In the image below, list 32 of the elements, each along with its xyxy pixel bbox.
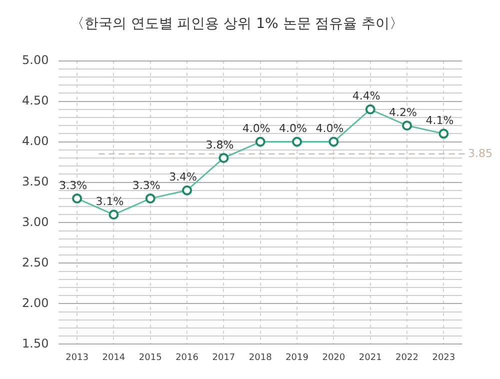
data-label: 3.8% [206,138,234,152]
x-tick-label: 2014 [102,352,126,363]
chart-title: 〈한국의 연도별 피인용 상위 1% 논문 점유율 추이〉 [70,16,404,32]
data-label: 3.1% [96,195,124,208]
data-label: 4.4% [352,90,380,103]
x-tick-label: 2020 [322,352,346,363]
y-tick-label: 3.00 [22,214,49,229]
y-tick-label: 3.50 [22,174,49,188]
x-tick-label: 2015 [138,352,162,363]
data-label: 3.3% [59,178,88,192]
x-tick-label: 2022 [396,352,418,363]
y-tick-label: 4.50 [22,93,49,108]
data-label: 4.0% [242,122,270,136]
y-tick-label: 1.50 [22,336,49,350]
x-tick-label: 2021 [358,352,382,363]
data-label: 4.1% [426,114,454,128]
x-tick-label: 2018 [248,352,272,363]
data-label: 4.0% [279,122,307,136]
x-tick-label: 2016 [176,352,199,363]
data-label: 4.2% [389,106,417,119]
y-tick-label: 2.50 [22,255,49,270]
x-tick-label: 2023 [432,352,456,363]
y-tick-label: 5.00 [22,52,49,67]
data-label: 4.0% [316,122,344,136]
ref-line-label: 3.85 [468,146,492,160]
x-tick-label: 2019 [286,352,309,363]
y-tick-label: 2.00 [22,296,49,310]
data-label: 3.4% [169,170,198,184]
x-tick-label: 2017 [212,352,236,363]
y-tick-label: 4.00 [22,134,49,148]
data-label: 3.3% [132,178,160,192]
x-tick-label: 2013 [66,352,89,363]
